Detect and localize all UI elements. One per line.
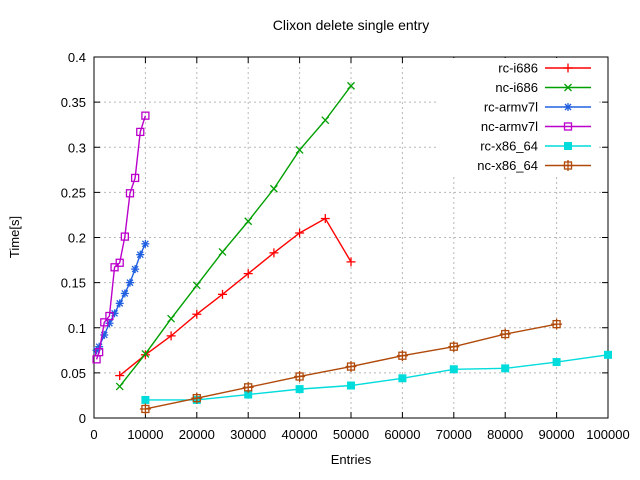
legend: rc-i686 nc-i686 rc-armv7l nc-armv7l rc-x86_6… <box>438 58 598 177</box>
series-rc-i686 <box>115 214 356 381</box>
legend-item-nc-x86_64: nc-x86_64 <box>477 158 591 173</box>
x-tick-label: 40000 <box>282 427 318 442</box>
legend-label: nc-armv7l <box>481 119 538 134</box>
legend-item-nc-i686: nc-i686 <box>495 80 591 95</box>
series-nc-i686 <box>115 81 355 391</box>
x-tick-label: 50000 <box>333 427 369 442</box>
y-tick-label: 0 <box>79 411 86 426</box>
y-tick-label: 0.4 <box>68 50 86 65</box>
legend-label: rc-armv7l <box>484 100 538 115</box>
x-tick-label: 70000 <box>436 427 472 442</box>
series-nc-armv7l <box>92 111 150 364</box>
plot-frame: 0 10000 20000 30000 40000 50000 60000 70000 8000… <box>61 50 630 442</box>
legend-label: nc-i686 <box>495 80 538 95</box>
y-tick-label: 0.25 <box>61 185 86 200</box>
x-tick-label: 100000 <box>586 427 629 442</box>
x-tick-label: 20000 <box>179 427 215 442</box>
x-tick-label: 90000 <box>539 427 575 442</box>
y-tick-label: 0.35 <box>61 95 86 110</box>
y-tick-label: 0.3 <box>68 140 86 155</box>
x-tick-label: 60000 <box>384 427 420 442</box>
x-tick-label: 80000 <box>487 427 523 442</box>
legend-label: rc-x86_64 <box>480 139 538 154</box>
legend-item-rc-i686: rc-i686 <box>498 61 591 76</box>
legend-label: nc-x86_64 <box>477 158 538 173</box>
legend-item-nc-armv7l: nc-armv7l <box>481 119 591 134</box>
x-tick-label: 30000 <box>230 427 266 442</box>
chart-title: Clixon delete single entry <box>273 17 429 33</box>
y-axis-label: Time[s] <box>7 216 22 258</box>
y-tick-label: 0.2 <box>68 231 86 246</box>
y-tick-label: 0.05 <box>61 366 86 381</box>
x-tick-label: 10000 <box>127 427 163 442</box>
legend-item-rc-armv7l: rc-armv7l <box>484 100 591 115</box>
legend-item-rc-x86_64: rc-x86_64 <box>480 139 591 154</box>
series-rc-x86_64 <box>141 350 612 404</box>
legend-label: rc-i686 <box>498 61 538 76</box>
x-axis-label: Entries <box>331 452 372 467</box>
series-nc-x86_64 <box>139 318 563 415</box>
y-tick-label: 0.15 <box>61 276 86 291</box>
y-tick-label: 0.1 <box>68 321 86 336</box>
legend-background <box>438 58 598 177</box>
x-tick-label: 0 <box>90 427 97 442</box>
